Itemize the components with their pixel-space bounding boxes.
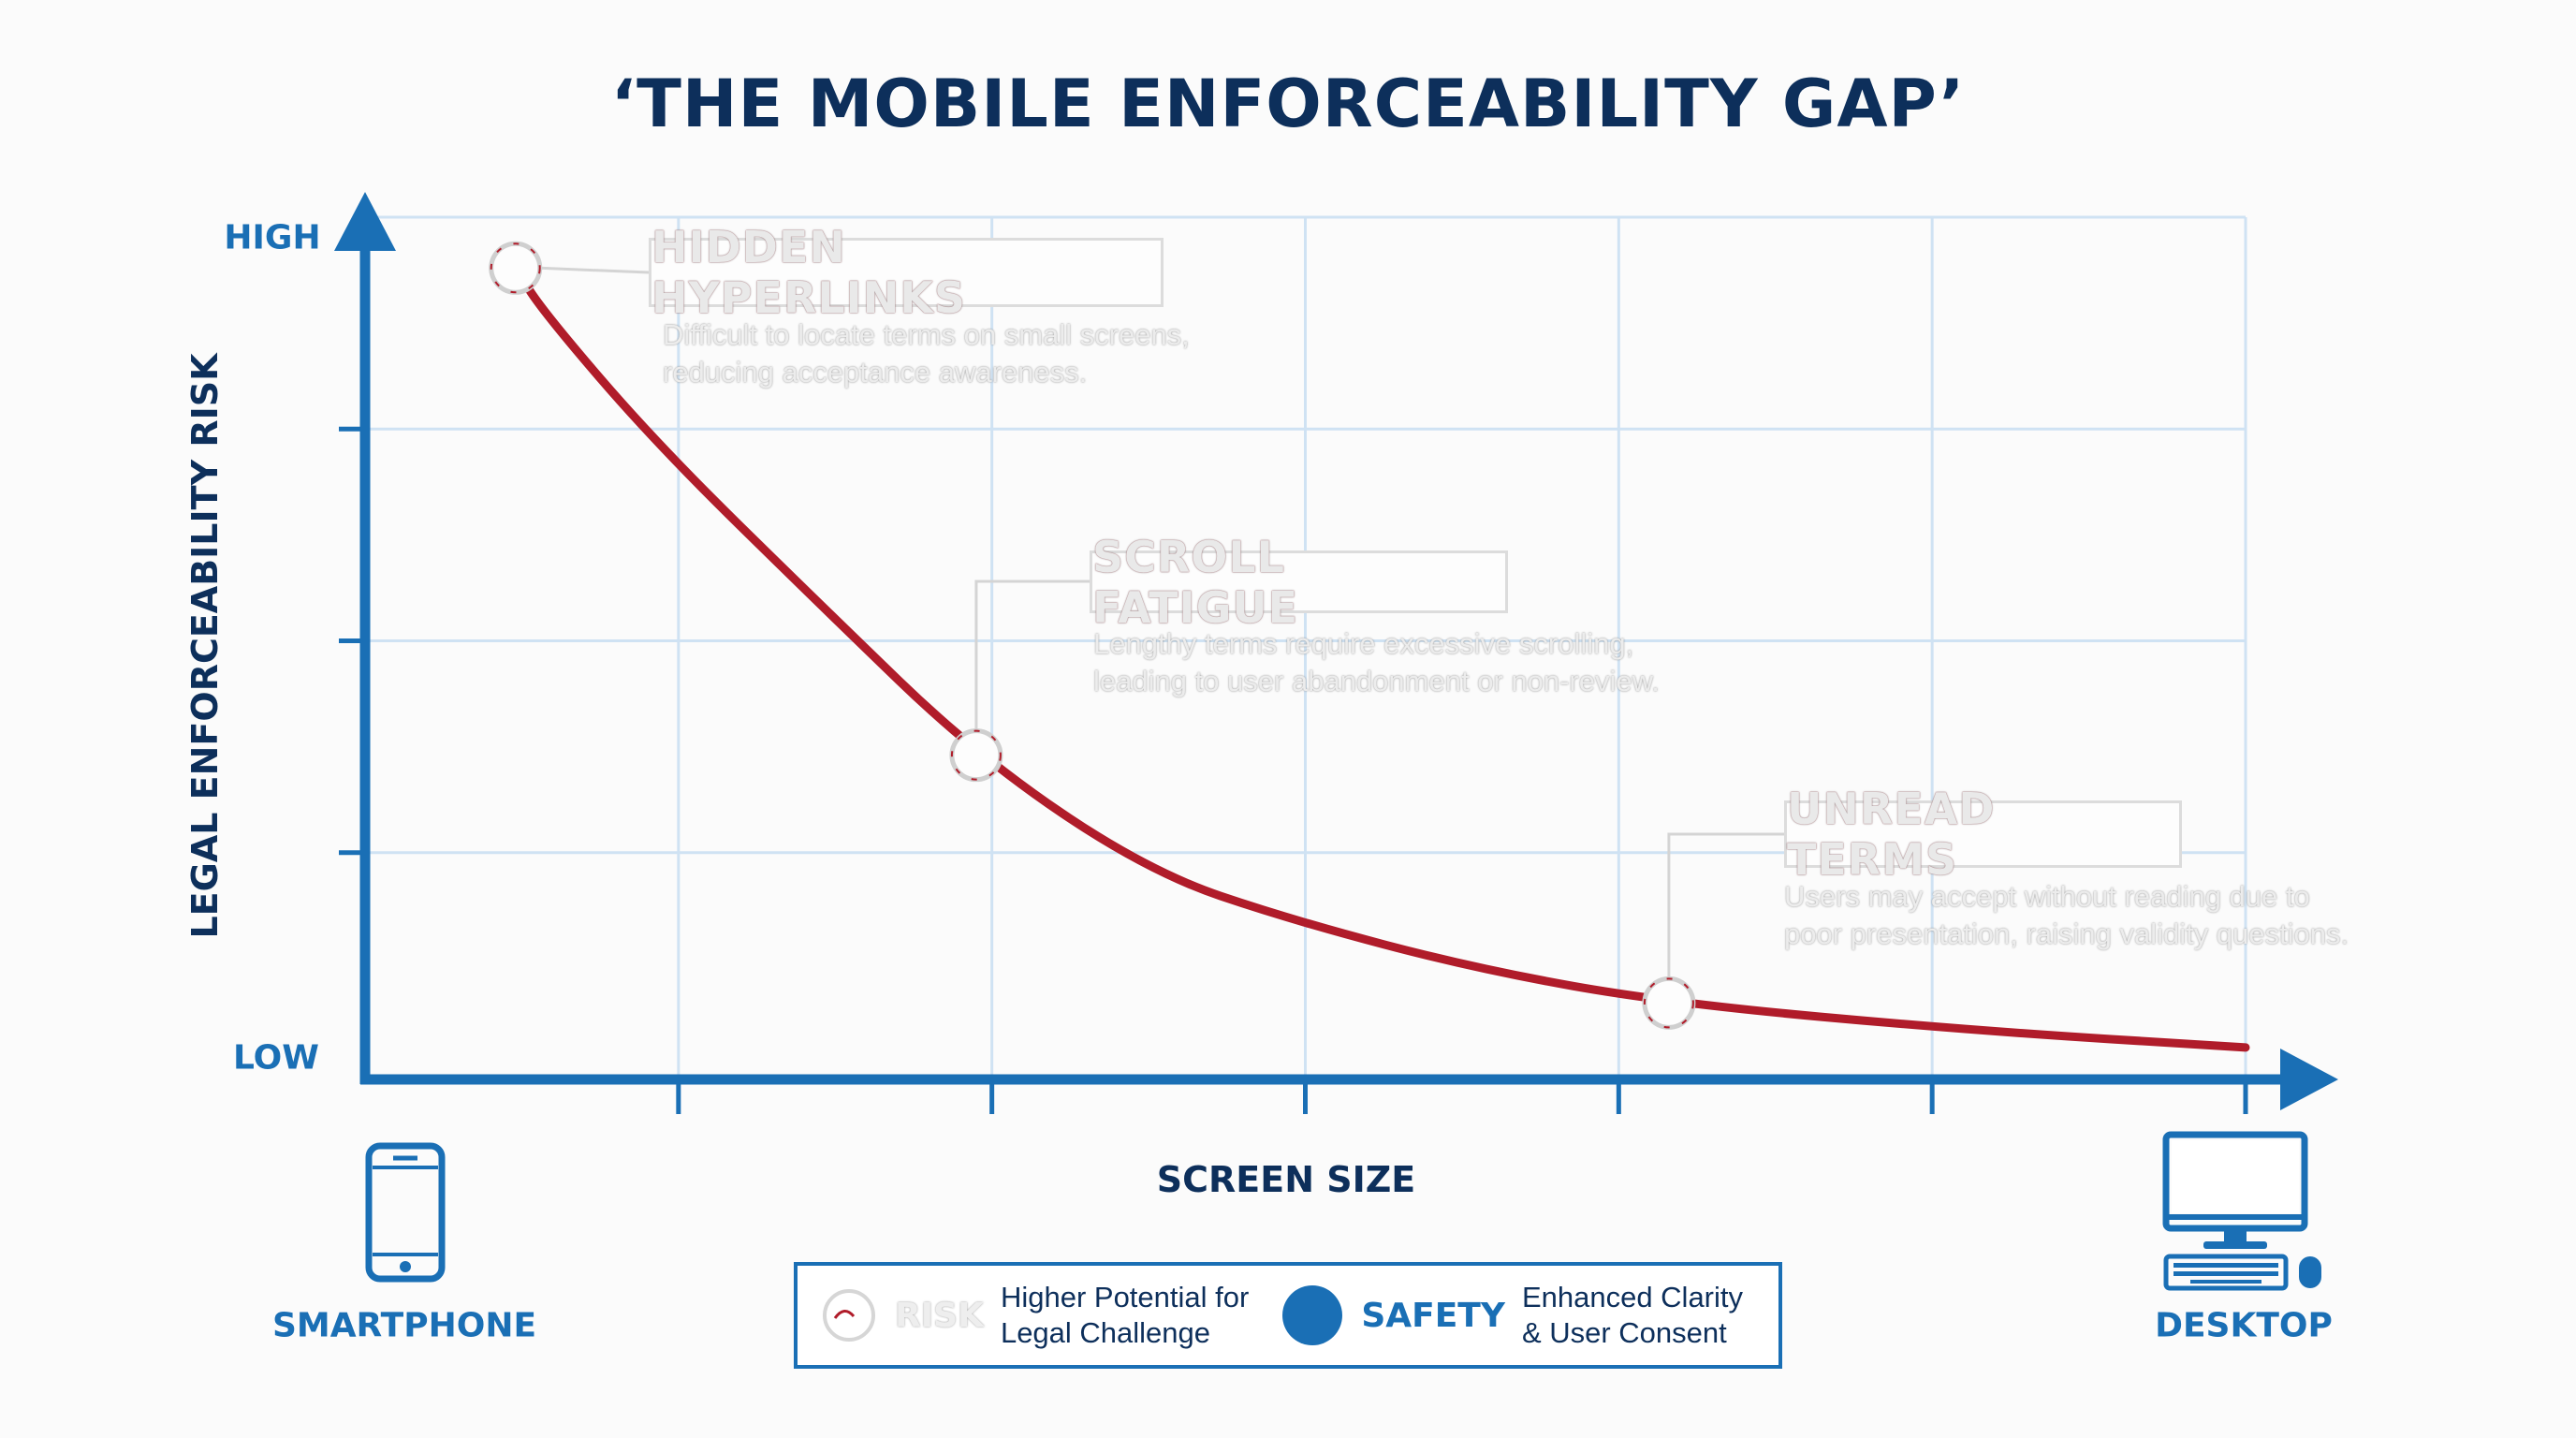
desc-line: Difficult to locate terms on small scree… xyxy=(663,318,1190,351)
callout-leader-line xyxy=(1667,832,1784,979)
risk-marker-accent xyxy=(490,242,541,294)
x-start-label: SMARTPHONE xyxy=(271,1306,537,1345)
y-axis-arrow xyxy=(334,192,396,251)
desc-line: reducing acceptance awareness. xyxy=(663,356,1088,389)
y-tick-low: LOW xyxy=(233,1038,319,1078)
callout-desc-unread-terms: Users may accept without reading due to … xyxy=(1784,878,2349,953)
callout-desc-hidden-hyperlinks: Difficult to locate terms on small scree… xyxy=(663,316,1190,391)
x-axis-label: SCREEN SIZE xyxy=(1156,1159,1416,1200)
risk-marker-accent xyxy=(950,729,1002,781)
desc-line: poor presentation, raising validity ques… xyxy=(1784,917,2349,950)
legend: RISK Higher Potential for Legal Challeng… xyxy=(794,1262,1782,1369)
risk-marker-icon xyxy=(823,1289,875,1342)
desc-line: Users may accept without reading due to xyxy=(1784,880,2310,913)
x-end-label: DESKTOP xyxy=(2155,1306,2333,1345)
callout-title-scroll-fatigue: SCROLL FATIGUE xyxy=(1090,532,1508,633)
legend-line: & User Consent xyxy=(1521,1316,1727,1349)
desc-line: leading to user abandonment or non-revie… xyxy=(1093,665,1660,697)
safety-marker-icon xyxy=(1282,1285,1343,1345)
callout-title-unread-terms: UNREAD TERMS xyxy=(1784,784,2182,885)
x-axis-arrow xyxy=(2280,1049,2338,1110)
y-tick-high: HIGH xyxy=(224,218,321,257)
callout-leader-line xyxy=(539,266,650,274)
desc-line: Lengthy terms require excessive scrollin… xyxy=(1093,627,1634,660)
chart-title: ‘THE MOBILE ENFORCEABILITY GAP’ xyxy=(610,66,1966,142)
legend-risk-key: RISK xyxy=(895,1296,984,1335)
smartphone-icon xyxy=(365,1142,446,1283)
risk-curve xyxy=(511,263,2250,1052)
risk-marker-accent xyxy=(1643,977,1694,1029)
callout-desc-scroll-fatigue: Lengthy terms require excessive scrollin… xyxy=(1093,625,1660,700)
legend-line: Enhanced Clarity xyxy=(1521,1281,1744,1313)
legend-line: Higher Potential for xyxy=(1000,1281,1250,1313)
legend-safety-key: SAFETY xyxy=(1361,1296,1505,1335)
callout-leader-line xyxy=(974,580,1090,731)
legend-line: Legal Challenge xyxy=(1000,1316,1211,1349)
desktop-icon xyxy=(2162,1131,2321,1291)
legend-risk-text: Higher Potential for Legal Challenge xyxy=(1001,1280,1249,1351)
callout-title-hidden-hyperlinks: HIDDEN HYPERLINKS xyxy=(649,222,1164,323)
y-axis-label: LEGAL ENFORCEABILITY RISK xyxy=(184,353,226,939)
legend-safety-text: Enhanced Clarity & User Consent xyxy=(1522,1280,1743,1351)
